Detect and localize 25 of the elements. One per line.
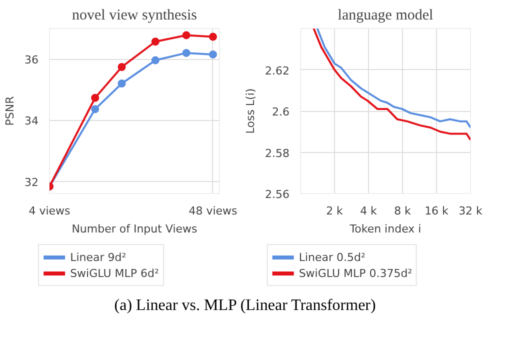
chart-title: novel view synthesis: [72, 8, 198, 24]
x-tick-label: 2 k: [326, 204, 344, 218]
y-tick-label: 2.58: [265, 146, 290, 160]
x-tick-label: 32 k: [458, 204, 484, 218]
y-axis-title: PSNR: [4, 96, 17, 126]
x-tick-label: 4 k: [360, 204, 378, 218]
y-tick-label: 2.6: [272, 106, 290, 118]
y-axis-title: Loss L(i): [244, 88, 258, 134]
y-tick-label: 36: [24, 54, 39, 67]
y-tick-label: 32: [24, 176, 39, 189]
legend-label: Linear 9d²: [70, 250, 126, 265]
chart-title: language model: [338, 8, 434, 24]
legend-label: SwiGLU MLP 6d²: [70, 266, 159, 281]
y-tick-label: 2.62: [265, 64, 290, 78]
y-tick-label: 2.56: [265, 188, 290, 201]
x-tick-label: 48 views: [188, 204, 238, 218]
y-tick-label: 34: [24, 114, 39, 128]
x-tick-label: 4 views: [28, 204, 71, 218]
x-tick-label: 16 k: [424, 204, 450, 218]
text: (a) Linear vs. MLP (Linear Transformer): [114, 297, 376, 314]
x-tick-label: 8 k: [394, 204, 412, 218]
x-axis-title: Token index i: [348, 222, 422, 236]
legend-label: Linear 0.5d²: [298, 250, 366, 265]
x-axis-title: Number of Input Views: [72, 222, 198, 236]
legend-label: SwiGLU MLP 0.375d²: [298, 266, 412, 281]
